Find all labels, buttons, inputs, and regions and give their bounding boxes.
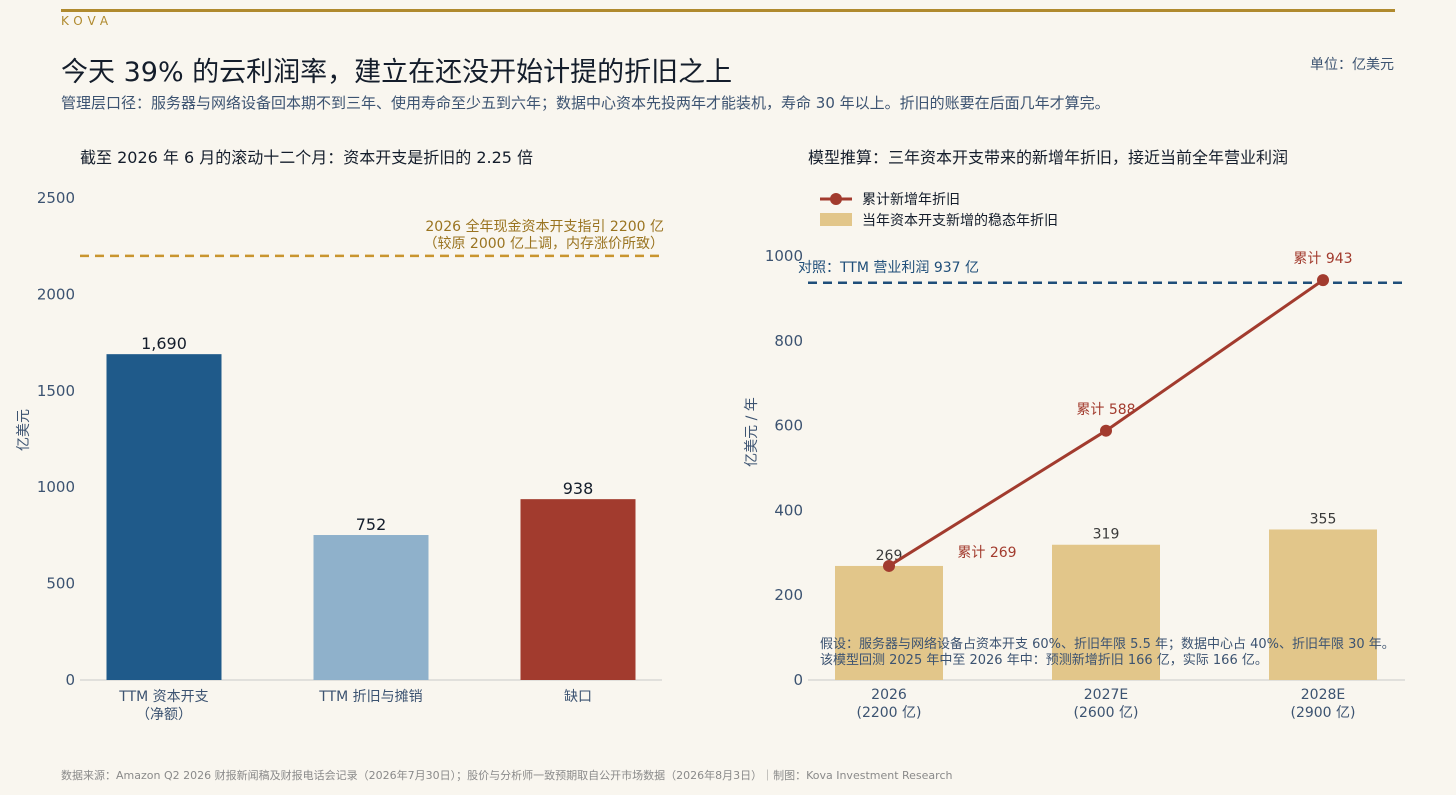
line-point [1317, 274, 1329, 287]
brand-label: KOVA [61, 14, 114, 28]
legend-label: 当年资本开支新增的稳态年折旧 [862, 213, 1058, 229]
top-accent-rule [61, 9, 1395, 12]
reference-line-label: 对照：TTM 营业利润 937 亿 [798, 260, 979, 276]
line-point [1100, 424, 1112, 437]
legend-label: 累计新增年折旧 [862, 192, 960, 208]
y-tick-label: 2000 [37, 285, 75, 303]
bar-value-label: 752 [356, 515, 387, 534]
bar [1052, 544, 1160, 680]
x-tick-label: (2200 亿) [856, 705, 921, 721]
bar-value-label: 355 [1310, 511, 1337, 527]
line-point-label: 累计 269 [957, 545, 1016, 561]
y-tick-label: 1000 [765, 247, 803, 265]
line-point-label: 累计 943 [1293, 251, 1352, 267]
backtest-note: 该模型回测 2025 年中至 2026 年中：预测新增折旧 166 亿，实际 1… [820, 652, 1268, 668]
y-tick-label: 2500 [37, 189, 75, 207]
x-tick-label: TTM 折旧与摊销 [318, 689, 422, 705]
x-tick-label: （净额） [136, 707, 192, 723]
x-tick-label: (2600 亿) [1073, 705, 1138, 721]
bar-value-label: 269 [876, 548, 903, 564]
bar [520, 499, 636, 680]
y-tick-label: 200 [774, 586, 803, 604]
x-tick-label: 2028E [1301, 687, 1345, 703]
right-chart-title: 模型推算：三年资本开支带来的新增年折旧，接近当前全年营业利润 [808, 148, 1289, 167]
page-title: 今天 39% 的云利润率，建立在还没开始计提的折旧之上 [61, 57, 733, 88]
assumption-note: 假设：服务器与网络设备占资本开支 60%、折旧年限 5.5 年；数据中心占 40… [820, 636, 1395, 652]
x-tick-label: (2900 亿) [1290, 705, 1355, 721]
y-tick-label: 1500 [37, 382, 75, 400]
legend-bar-swatch [820, 213, 852, 226]
bar [313, 535, 429, 680]
reference-line-note: （较原 2000 亿上调，内存涨价所致） [423, 236, 664, 252]
unit-label: 单位：亿美元 [1310, 57, 1394, 73]
bar [835, 565, 943, 680]
legend-line-marker [830, 193, 842, 205]
bar-value-label: 1,690 [141, 334, 187, 353]
x-tick-label: TTM 资本开支 [118, 689, 208, 705]
bar [1269, 529, 1377, 680]
line-point [883, 559, 895, 572]
bar-value-label: 319 [1093, 527, 1120, 543]
y-axis-label: 亿美元 / 年 [744, 397, 760, 467]
x-tick-label: 2027E [1084, 687, 1128, 703]
y-tick-label: 0 [65, 671, 75, 689]
bar [106, 354, 222, 680]
y-tick-label: 600 [774, 417, 803, 435]
left-chart-title: 截至 2026 年 6 月的滚动十二个月：资本开支是折旧的 2.25 倍 [80, 148, 534, 167]
y-tick-label: 1000 [37, 478, 75, 496]
source-footer: 数据来源：Amazon Q2 2026 财报新闻稿及财报电话会记录（2026年7… [61, 769, 953, 782]
x-tick-label: 2026 [871, 687, 907, 703]
bar-value-label: 938 [563, 479, 594, 498]
y-tick-label: 500 [46, 575, 75, 593]
reference-line-label: 2026 全年现金资本开支指引 2200 亿 [425, 218, 664, 235]
page-subtitle: 管理层口径：服务器与网络设备回本期不到三年、使用寿命至少五到六年；数据中心资本先… [61, 94, 1110, 112]
y-axis-label: 亿美元 [16, 409, 32, 451]
y-tick-label: 400 [774, 501, 803, 519]
x-tick-label: 缺口 [564, 689, 592, 705]
y-tick-label: 800 [774, 332, 803, 350]
cumulative-line [888, 278, 1324, 568]
y-tick-label: 0 [793, 671, 803, 689]
line-point-label: 累计 588 [1076, 402, 1135, 418]
